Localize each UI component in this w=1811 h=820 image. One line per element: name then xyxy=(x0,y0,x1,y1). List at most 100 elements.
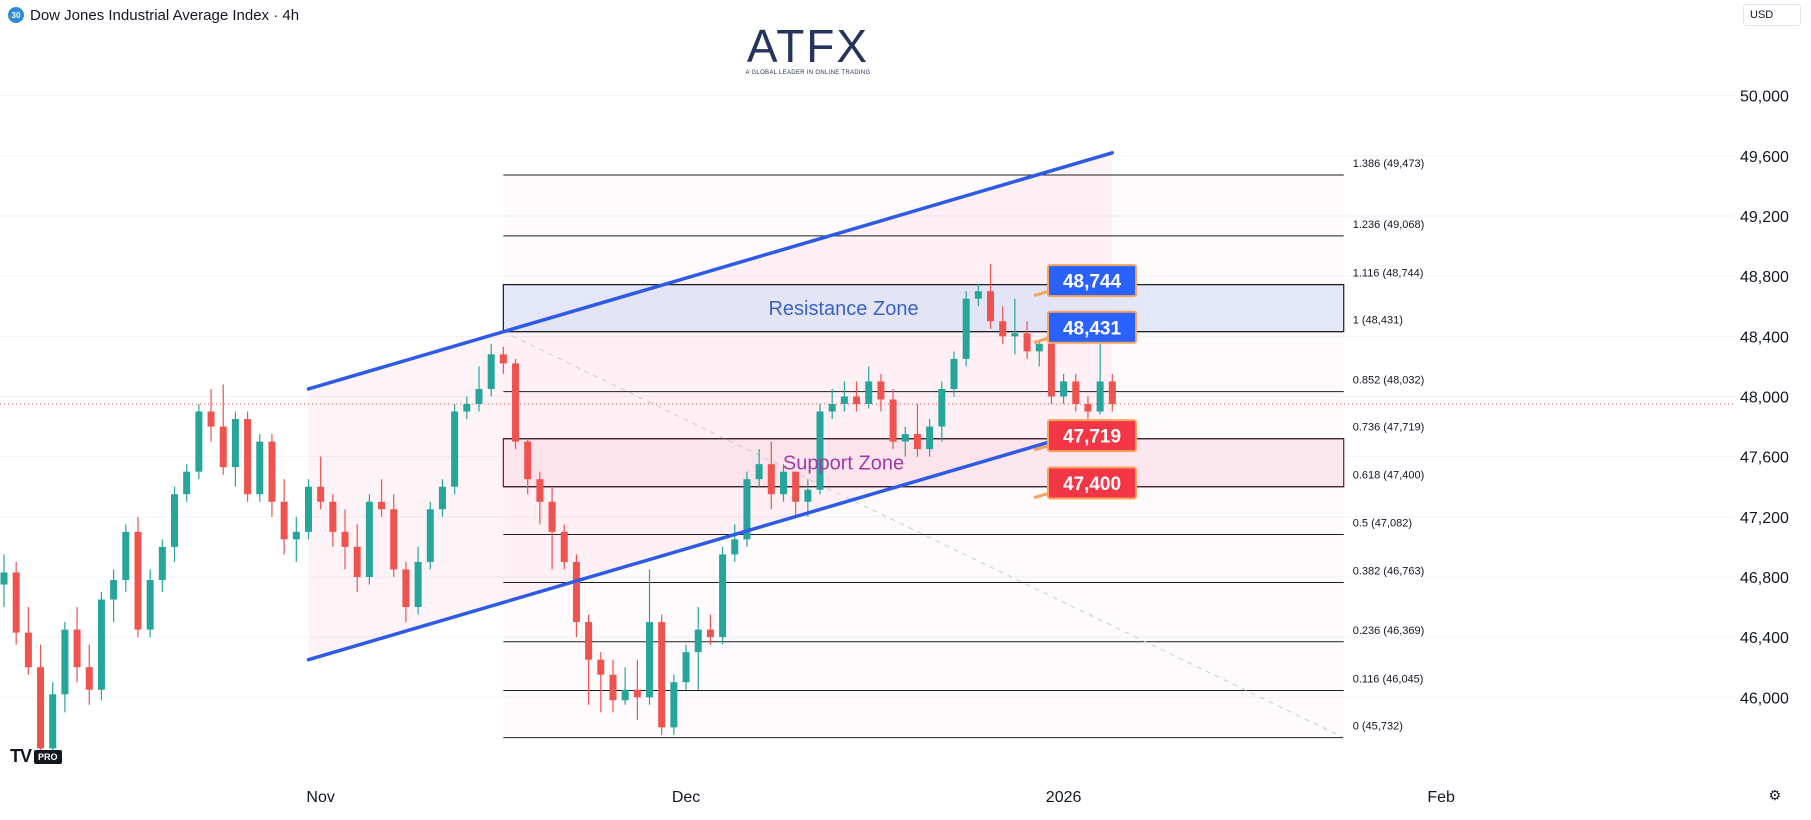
candle-body xyxy=(621,689,629,701)
candle-body xyxy=(24,632,32,668)
candle-body xyxy=(865,381,873,404)
y-tick-label: 48,400 xyxy=(1740,329,1789,346)
support-zone-label: Support Zone xyxy=(783,453,904,475)
candle-body xyxy=(938,388,946,427)
atfx-logo-tagline: A GLOBAL LEADER IN ONLINE TRADING xyxy=(745,70,871,76)
fib-label-1-236: 1.236 (49,068) xyxy=(1353,219,1425,231)
fib-label-0: 0 (45,732) xyxy=(1353,721,1403,733)
tradingview-logo[interactable]: TV PRO xyxy=(10,746,62,767)
candle-body xyxy=(134,531,142,630)
fib-label-1-116: 1.116 (48,744) xyxy=(1353,268,1424,280)
candle-body xyxy=(706,629,714,638)
candle-body xyxy=(183,471,191,495)
candle-body xyxy=(853,396,861,404)
candle-body xyxy=(804,489,812,502)
candle-body xyxy=(658,622,666,728)
pro-badge: PRO xyxy=(34,749,62,764)
candle-body xyxy=(365,501,373,577)
candle-body xyxy=(304,486,312,532)
candle-body xyxy=(85,667,93,690)
y-tick-label: 46,000 xyxy=(1740,690,1789,707)
candle-body xyxy=(61,629,69,695)
candle-body xyxy=(524,441,532,480)
candle-body xyxy=(292,531,300,540)
candle-body xyxy=(158,546,166,580)
atfx-logo: ATFX A GLOBAL LEADER IN ONLINE TRADING xyxy=(742,22,874,82)
gear-icon[interactable]: ⚙ xyxy=(1768,787,1781,803)
symbol-badge[interactable]: 30 xyxy=(8,7,24,23)
price-callout-label: 48,744 xyxy=(1063,272,1122,293)
candle-body xyxy=(378,501,386,510)
candle-body xyxy=(913,434,921,450)
candle-body xyxy=(999,321,1007,337)
candle-body xyxy=(499,354,507,364)
candle-body xyxy=(950,358,958,389)
price-callout-label: 47,719 xyxy=(1063,427,1121,448)
fib-label-0-236: 0.236 (46,369) xyxy=(1353,625,1425,637)
candle-body xyxy=(779,471,787,495)
y-tick-label: 50,000 xyxy=(1740,89,1789,106)
candle-body xyxy=(195,411,203,472)
fib-label-1: 1 (48,431) xyxy=(1353,315,1403,327)
fib-label-0-116: 0.116 (46,045) xyxy=(1353,674,1424,686)
candle-body xyxy=(475,388,483,404)
candle-body xyxy=(962,298,970,359)
y-tick-label: 46,800 xyxy=(1740,570,1789,587)
fib-label-0-736: 0.736 (47,719) xyxy=(1353,422,1425,434)
callouts-layer: 48,744 48,431 47,719 47,400 xyxy=(1033,264,1137,500)
candle-body xyxy=(37,667,45,749)
price-callout-box xyxy=(1047,419,1137,453)
candle-body xyxy=(633,689,641,698)
candle-body xyxy=(901,434,909,442)
price-callout-box xyxy=(1047,466,1137,500)
candle-body xyxy=(585,622,593,660)
candle-body xyxy=(1108,381,1116,404)
candle-body xyxy=(0,572,8,585)
fib-label-0-382: 0.382 (46,763) xyxy=(1353,566,1425,578)
channel-shade xyxy=(308,152,1113,660)
candle-body xyxy=(280,501,288,540)
tradingview-mark: TV xyxy=(10,746,32,766)
candle-body xyxy=(731,539,739,555)
candle-body xyxy=(317,486,325,502)
x-tick-label: 2026 xyxy=(1046,789,1082,806)
candle-body xyxy=(49,694,57,749)
candle-body xyxy=(244,419,252,495)
y-tick-label: 48,800 xyxy=(1740,269,1789,286)
y-tick-label: 49,600 xyxy=(1740,149,1789,166)
candle-body xyxy=(889,399,897,442)
candle-body xyxy=(1084,404,1092,412)
y-tick-label: 47,600 xyxy=(1740,450,1789,467)
channel-shade-layer xyxy=(308,152,1113,660)
channel-upper-line xyxy=(306,151,1115,391)
channel-lines-layer: Resistance Zone Support Zone xyxy=(306,151,1115,662)
price-callout-label: 47,400 xyxy=(1063,474,1121,495)
candle-body xyxy=(402,569,410,608)
candle-body xyxy=(536,479,544,502)
candle-body xyxy=(767,464,775,495)
candle-body xyxy=(438,486,446,510)
candle-body xyxy=(609,674,617,701)
chart-title: Dow Jones Industrial Average Index · 4h xyxy=(30,6,300,24)
currency-selector[interactable]: USD xyxy=(1743,4,1801,26)
candle-body xyxy=(670,682,678,728)
candle-body xyxy=(207,411,215,427)
fib-label-0-852: 0.852 (48,032) xyxy=(1353,375,1425,387)
candle-body xyxy=(353,546,361,577)
candle-body xyxy=(597,659,605,675)
candle-body xyxy=(743,479,751,540)
resistance-zone-label: Resistance Zone xyxy=(768,298,918,320)
candle-body xyxy=(463,404,471,412)
candle-body xyxy=(1060,381,1068,397)
fibonacci-layer: 1.386 (49,473) 1.236 (49,068) 1.116 (48,74… xyxy=(503,158,1425,739)
axes-layer: 46,000 46,400 46,800 47,200 47,600 48,000 48,4… xyxy=(306,89,1789,806)
candle-body xyxy=(97,599,105,690)
candle-body xyxy=(219,426,227,468)
candle-body xyxy=(792,471,800,502)
candle-body xyxy=(512,363,520,442)
price-callout-box xyxy=(1047,310,1137,344)
candle-body xyxy=(926,426,934,450)
candle-body xyxy=(487,354,495,389)
candle-body xyxy=(1096,381,1104,412)
